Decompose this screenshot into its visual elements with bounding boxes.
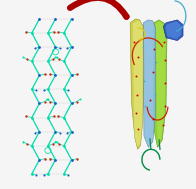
Polygon shape [130, 19, 144, 149]
Polygon shape [165, 21, 181, 39]
Polygon shape [156, 21, 166, 145]
Polygon shape [163, 20, 183, 41]
Polygon shape [154, 20, 167, 147]
Polygon shape [143, 20, 156, 147]
Polygon shape [133, 21, 143, 146]
FancyArrowPatch shape [70, 0, 126, 17]
